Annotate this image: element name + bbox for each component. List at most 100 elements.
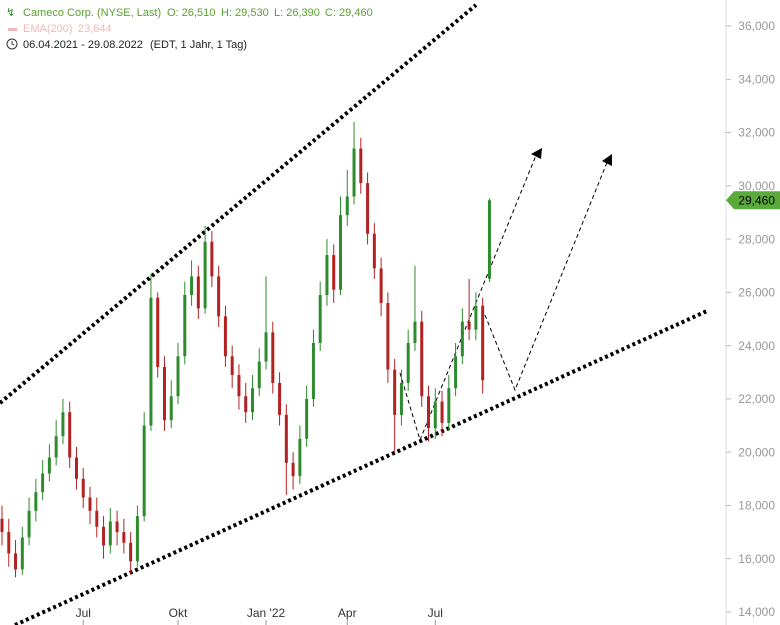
ohlc-label: L: 26,390 xyxy=(274,7,320,19)
candle-body xyxy=(156,297,160,367)
candle-body xyxy=(203,241,207,309)
candle-body xyxy=(54,436,58,458)
candle-body xyxy=(359,148,363,184)
candle-body xyxy=(47,457,51,474)
candle-body xyxy=(169,396,173,421)
candle-body xyxy=(122,532,126,543)
candle-body xyxy=(108,521,112,546)
ohlc-label: C: 29,460 xyxy=(325,7,373,19)
clock-hands xyxy=(11,41,15,46)
x-tick-label: Jan '22 xyxy=(247,606,286,620)
candle-body xyxy=(196,276,200,309)
x-tick-label: Okt xyxy=(169,606,188,620)
candle-body xyxy=(311,342,315,399)
candle-body xyxy=(74,457,78,479)
candle-body xyxy=(366,183,370,234)
candle-body xyxy=(433,401,437,429)
indicator-swatch xyxy=(8,28,17,31)
candle-body xyxy=(257,361,261,389)
date-range: 06.04.2021 - 29.08.2022 xyxy=(23,39,143,51)
candle-body xyxy=(305,398,309,439)
candle-body xyxy=(223,316,227,357)
candle-body xyxy=(244,396,248,413)
candle-body xyxy=(440,401,444,423)
upper-trendline xyxy=(0,3,478,405)
candle-body xyxy=(379,268,383,304)
projection-path xyxy=(399,152,538,442)
candle-body xyxy=(142,425,146,517)
clock-icon xyxy=(6,38,18,50)
candle-body xyxy=(413,321,417,343)
x-tick-label: Apr xyxy=(338,606,357,620)
period-info: (EDT, 1 Jahr, 1 Tag) xyxy=(150,39,247,51)
projection-path xyxy=(484,159,609,392)
candle-body xyxy=(135,516,139,562)
candle-body xyxy=(325,255,329,296)
candle-body xyxy=(393,369,397,415)
candle-body xyxy=(298,438,302,477)
candle-body xyxy=(162,366,166,421)
candle-body xyxy=(210,241,214,277)
candle-body xyxy=(102,526,106,546)
candle-body xyxy=(487,200,491,279)
candle-body xyxy=(284,414,288,463)
y-tick-label: 32,000 xyxy=(738,126,775,140)
ohlc-label: H: 29,530 xyxy=(221,7,269,19)
candle-body xyxy=(271,332,275,383)
last-price-label: 29,460 xyxy=(738,193,775,207)
candle-body xyxy=(81,478,85,498)
candle-body xyxy=(318,295,322,343)
candle-body xyxy=(20,537,24,570)
candle-body xyxy=(250,388,254,413)
candle-body xyxy=(149,297,153,426)
candle-body xyxy=(264,332,268,362)
y-tick-label: 30,000 xyxy=(738,179,775,193)
y-tick-label: 20,000 xyxy=(738,445,775,459)
candle-body xyxy=(339,215,342,290)
candle-body xyxy=(291,462,295,477)
candle-body xyxy=(481,305,485,381)
candle-body xyxy=(406,342,410,383)
candle-body xyxy=(183,295,187,357)
candle-body xyxy=(0,518,4,533)
candle-body xyxy=(95,510,99,527)
candle-body xyxy=(14,553,18,570)
y-tick-label: 34,000 xyxy=(738,72,775,86)
arrow-head xyxy=(531,148,542,159)
candle-body xyxy=(190,276,194,296)
y-tick-label: 26,000 xyxy=(738,286,775,300)
candle-body xyxy=(129,542,133,562)
candle-body xyxy=(447,388,451,423)
y-tick-label: 28,000 xyxy=(738,232,775,246)
candle-body xyxy=(41,473,45,493)
y-tick-label: 14,000 xyxy=(738,605,775,619)
candle-body xyxy=(7,532,11,554)
chart-title: Cameco Corp. (NYSE, Last) xyxy=(23,7,161,19)
candle-body xyxy=(27,510,31,538)
x-tick-label: Jul xyxy=(428,606,443,620)
candle-body xyxy=(230,356,234,375)
indicator-value: 23,644 xyxy=(78,23,112,35)
candle-body xyxy=(399,382,403,415)
candle-body xyxy=(352,148,356,197)
candle-body xyxy=(420,321,424,397)
y-tick-label: 16,000 xyxy=(738,552,775,566)
candle-body xyxy=(237,374,241,397)
candle-body xyxy=(278,382,282,415)
y-tick-label: 18,000 xyxy=(738,499,775,513)
chart-icon: ↯ xyxy=(6,7,15,19)
candle-body xyxy=(332,255,336,290)
candle-body xyxy=(454,356,458,389)
price-tag-shape xyxy=(726,191,780,210)
candle-body xyxy=(115,521,119,533)
candle-body xyxy=(61,412,65,437)
candle-body xyxy=(176,356,180,397)
candle-body xyxy=(217,276,221,317)
candle-body xyxy=(372,233,376,269)
candle-body xyxy=(34,492,38,511)
candles xyxy=(0,121,491,578)
ohlc-label: O: 26,510 xyxy=(167,7,215,19)
candle-body xyxy=(467,321,471,330)
